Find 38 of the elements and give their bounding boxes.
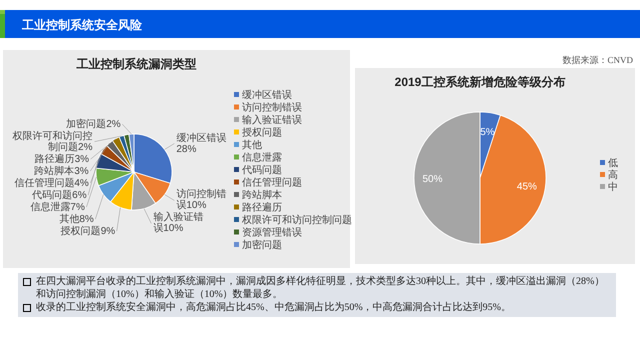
legend-label: 授权问题 [242,126,282,138]
legend-label: 缓冲区错误 [242,89,292,101]
text: 收录的工业控制系统安全漏洞中，高危漏洞占比45%、中危漏洞占比为50%，中高危漏洞合计占比达到95%。 [36,302,511,313]
text: 工业控制系统漏洞类型 [76,57,196,71]
category-label: 信任管理问题4% [14,178,89,189]
text: 工业控制系统安全风险 [21,18,143,32]
legend-label: 代码问题 [241,164,282,176]
category-label: 授权问题9% [60,226,116,237]
legend-label: 输入验证错误 [242,114,302,126]
legend-label: 路径遍历 [242,202,282,214]
legend-label: 加密问题 [242,239,282,251]
category-label: 路径遍历3% [34,154,90,165]
category-label: 代码问题6% [32,190,87,201]
data-label: 50% [422,174,443,185]
legend-label: 高 [608,169,618,181]
category-label: 信息泄露7% [30,202,85,213]
chart-title: 2019工控系统新增危险等级分布 [394,75,566,89]
category-label: 输入验证错误10% [153,212,204,234]
text: 在四大漏洞平台收录的工业控制系统漏洞中，漏洞成因多样化特征明显，技术类型多达30种以上。其中，缓冲区溢出漏洞（28%）和访问控制漏洞（10%）和输入验证（10%）数量最多。 [36,276,604,300]
data-label: 5% [480,127,495,138]
legend-label: 资源管理错误 [242,226,302,238]
category-label: 加密问题2% [66,118,121,130]
source-note: 数据来源：CNVD [562,55,634,65]
legend-label: 低 [608,158,618,169]
category-label: 跨站脚本3% [34,166,89,177]
category-label: 其他8% [59,214,94,225]
legend-label: 跨站脚本 [242,189,282,201]
legend-label: 权限许可和访问控制问题 [241,214,352,226]
legend-label: 中 [608,181,618,193]
data-label: 45% [516,181,538,192]
data-label: 28% [176,144,196,155]
legend-label: 信息泄露 [242,152,282,164]
legend-label: 访问控制错误 [242,102,302,114]
legend-label: 其他 [242,139,262,151]
category-label: 访问控制错误10% [176,189,226,212]
legend-label: 信任管理问题 [242,176,302,188]
slice-label: 缓冲区错误 [176,132,226,144]
category-label: 权限许可和访问控制问题2% [12,130,92,153]
